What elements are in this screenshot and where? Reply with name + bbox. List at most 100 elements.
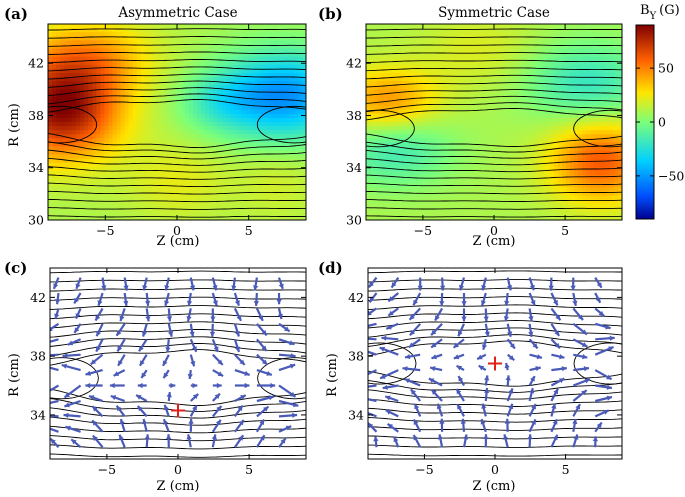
heat-cell: [84, 93, 89, 99]
heat-cell: [618, 101, 622, 107]
heat-cell: [136, 93, 142, 99]
heat-cell: [430, 28, 435, 33]
heat-cell: [88, 203, 93, 209]
heat-cell: [120, 40, 126, 46]
heat-cell: [430, 36, 435, 41]
heat-cell: [293, 146, 299, 152]
heat-cell: [390, 36, 395, 41]
heat-cell: [116, 60, 122, 66]
heat-cell: [478, 97, 483, 103]
heat-cell: [398, 77, 403, 82]
heat-cell: [168, 32, 174, 37]
heat-cell: [217, 187, 222, 193]
heat-cell: [60, 138, 65, 144]
heat-cell: [201, 215, 206, 220]
heat-cell: [289, 122, 295, 127]
heat-cell: [530, 44, 535, 50]
heat-cell: [140, 179, 146, 184]
heat-cell: [237, 179, 243, 184]
heat-cell: [205, 183, 210, 188]
heat-cell: [598, 44, 603, 50]
heat-cell: [92, 195, 97, 201]
heat-cell: [466, 126, 471, 131]
heat-cell: [229, 28, 235, 33]
heat-cell: [209, 166, 214, 172]
heat-cell: [370, 73, 375, 78]
heat-cell: [257, 215, 263, 220]
heat-cell: [88, 191, 93, 197]
heat-cell: [136, 44, 142, 50]
heat-cell: [550, 101, 555, 107]
heat-cell: [470, 56, 475, 62]
heat-cell: [253, 52, 259, 58]
heat-cell: [366, 48, 371, 54]
heat-cell: [96, 40, 102, 46]
heat-cell: [76, 48, 81, 54]
heat-cell: [112, 117, 118, 123]
heat-cell: [273, 195, 279, 201]
heat-cell: [201, 117, 206, 123]
heat-cell: [566, 109, 571, 115]
heat-cell: [229, 56, 235, 62]
heat-cell: [502, 56, 507, 62]
heat-cell: [297, 85, 303, 90]
heat-cell: [193, 56, 198, 62]
heat-cell: [558, 93, 563, 99]
heat-cell: [253, 113, 259, 119]
heat-cell: [189, 130, 194, 135]
heat-cell: [370, 93, 375, 99]
heat-cell: [522, 89, 527, 95]
heat-cell: [140, 158, 146, 164]
heat-cell: [610, 109, 615, 115]
heat-cell: [177, 150, 182, 156]
heat-cell: [474, 117, 479, 123]
heat-cell: [72, 40, 77, 46]
heat-cell: [100, 122, 106, 127]
heat-cell: [301, 28, 306, 33]
heat-cell: [538, 64, 543, 70]
heat-cell: [197, 48, 202, 54]
heat-cell: [398, 142, 403, 148]
heat-cell: [606, 73, 611, 78]
heat-cell: [144, 154, 150, 160]
heat-cell: [253, 175, 259, 180]
heat-cell: [458, 138, 463, 144]
heat-cell: [578, 93, 583, 99]
heat-cell: [84, 105, 89, 111]
heat-cell: [426, 40, 431, 46]
y-tick-label: 42: [28, 56, 44, 71]
heat-cell: [237, 60, 243, 66]
heat-cell: [273, 77, 279, 82]
heat-cell: [558, 126, 563, 131]
heat-cell: [610, 40, 615, 46]
contour-line: [48, 36, 306, 39]
heat-cell: [100, 101, 106, 107]
heat-cell: [124, 166, 130, 172]
heat-cell: [522, 117, 527, 123]
heat-cell: [562, 36, 567, 41]
heat-cell: [301, 109, 306, 115]
heat-cell: [160, 56, 166, 62]
heat-cell: [84, 117, 89, 123]
heat-cell: [56, 40, 61, 46]
heat-cell: [201, 211, 206, 217]
heat-cell: [140, 138, 146, 144]
heat-cell: [602, 44, 607, 50]
heat-cell: [269, 207, 275, 213]
heat-cell: [225, 89, 231, 95]
heat-cell: [257, 93, 263, 99]
heat-cell: [257, 211, 263, 217]
heat-cell: [68, 56, 73, 62]
heat-cell: [281, 130, 287, 135]
heat-cell: [205, 158, 210, 164]
heat-cell: [598, 73, 603, 78]
heat-cell: [132, 134, 138, 139]
heat-cell: [394, 64, 399, 70]
heat-cell: [422, 52, 427, 58]
heat-cell: [205, 142, 210, 148]
heat-cell: [213, 28, 218, 33]
heat-cell: [177, 60, 182, 66]
heat-cell: [116, 44, 122, 50]
heat-cell: [386, 138, 391, 144]
heat-cell: [92, 68, 97, 74]
